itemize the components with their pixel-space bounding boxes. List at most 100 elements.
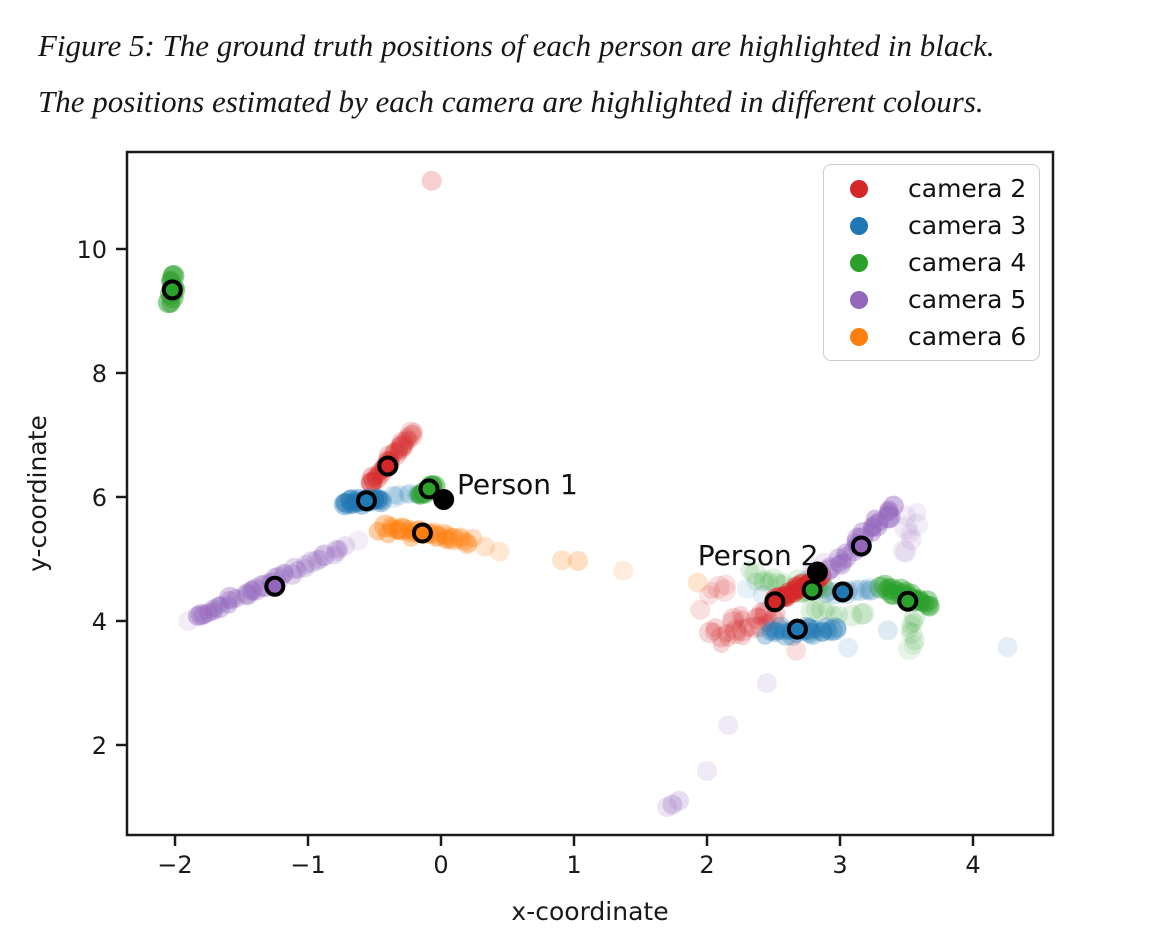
legend-label-camera-5: camera 5 — [908, 285, 1027, 314]
scatter-point — [717, 624, 736, 643]
person-1-annotation: Person 1 — [456, 468, 578, 502]
scatter-point — [812, 622, 832, 642]
scatter-point — [765, 622, 786, 643]
x-tick-label: 2 — [699, 851, 714, 879]
y-tick-label: 10 — [76, 236, 107, 264]
scatter-point — [769, 616, 792, 639]
scatter-point — [749, 607, 767, 625]
scatter-point — [219, 595, 238, 614]
scatter-point — [363, 472, 383, 491]
camera-estimate-marker — [801, 579, 823, 601]
scatter-point — [865, 514, 888, 537]
scatter-point — [310, 549, 330, 569]
scatter-point — [187, 605, 208, 626]
scatter-point — [374, 514, 397, 538]
scatter-point — [827, 618, 847, 638]
scatter-point — [907, 503, 927, 522]
scatter-point — [874, 574, 896, 597]
caption-line-1: Figure 5: The ground truth positions of … — [38, 28, 995, 63]
scatter-outlier-point — [687, 572, 708, 593]
scatter-point — [746, 572, 765, 591]
person-2-annotation: Person 2 — [697, 539, 819, 573]
camera-6-dot-icon — [850, 327, 868, 346]
scatter-point — [400, 424, 423, 447]
scatter-point — [389, 521, 408, 540]
caption-line-2: The positions estimated by each camera a… — [38, 84, 984, 119]
scatter-point — [898, 637, 921, 661]
scatter-point — [754, 570, 776, 591]
scatter-point — [749, 615, 771, 638]
legend-row-camera-4: camera 4 — [824, 244, 1039, 281]
scatter-point — [288, 560, 307, 580]
scatter-point — [361, 472, 382, 493]
scatter-point — [740, 561, 759, 580]
scatter-point — [208, 596, 230, 619]
scatter-point — [389, 439, 409, 459]
scatter-point — [862, 516, 883, 537]
scatter-point — [731, 618, 755, 642]
scatter-point — [901, 621, 919, 639]
scatter-outlier-point — [552, 550, 572, 571]
ground-truth-marker — [806, 561, 828, 583]
scatter-point — [244, 578, 267, 601]
scatter-point — [235, 583, 258, 606]
scatter-outlier-point — [786, 640, 807, 661]
scatter-point — [738, 617, 759, 637]
scatter-point — [198, 603, 218, 623]
scatter-outlier-point — [662, 794, 683, 815]
scatter-point — [895, 541, 917, 563]
scatter-point — [391, 431, 414, 454]
scatter-point — [879, 500, 899, 520]
scatter-point — [919, 595, 940, 617]
scatter-point — [400, 421, 422, 443]
scatter-outlier-point — [474, 536, 495, 557]
legend-label-camera-3: camera 3 — [908, 211, 1027, 240]
scatter-point — [835, 552, 853, 570]
scatter-outlier-point — [669, 790, 690, 811]
scatter-point — [756, 626, 775, 645]
scatter-outlier-point — [613, 560, 634, 581]
scatter-point — [237, 584, 257, 605]
scatter-outlier-point — [756, 673, 777, 693]
scatter-point — [916, 590, 939, 612]
scatter-point — [759, 572, 779, 591]
scatter-point — [812, 621, 833, 642]
scatter-point — [762, 568, 786, 591]
scatter-point — [436, 525, 458, 547]
scatter-point — [828, 548, 849, 568]
scatter-point — [862, 523, 882, 542]
scatter-point — [451, 528, 470, 547]
scatter-point — [762, 620, 781, 639]
x-tick-label: 0 — [433, 851, 448, 879]
scatter-point — [830, 555, 848, 573]
scatter-point — [903, 635, 924, 655]
camera-estimate-marker — [356, 490, 377, 512]
scatter-point — [360, 471, 383, 494]
scatter-point — [733, 627, 752, 646]
scatter-point — [818, 600, 836, 619]
scatter-point — [362, 466, 383, 488]
scatter-point — [816, 617, 837, 638]
scatter-point — [895, 505, 917, 526]
scatter-point — [295, 558, 315, 578]
camera-estimate-marker — [897, 590, 919, 612]
scatter-point — [313, 544, 336, 567]
scatter-outlier-point — [568, 550, 588, 571]
scatter-point — [389, 442, 409, 462]
scatter-point — [836, 543, 855, 562]
scatter-point — [204, 599, 223, 618]
scatter-point — [336, 493, 357, 514]
scatter-point — [901, 614, 921, 635]
scatter-point — [836, 546, 857, 568]
scatter-outlier-point — [657, 797, 678, 817]
scatter-point — [455, 532, 475, 552]
scatter-outlier-point — [697, 761, 717, 781]
scatter-point — [699, 621, 721, 644]
x-tick-label: 3 — [832, 851, 847, 879]
scatter-point — [385, 486, 404, 505]
scatter-point — [877, 505, 901, 529]
scatter-point — [190, 604, 212, 626]
plot-border — [125, 150, 1055, 837]
scatter-point — [437, 528, 459, 550]
scatter-point — [715, 574, 736, 596]
